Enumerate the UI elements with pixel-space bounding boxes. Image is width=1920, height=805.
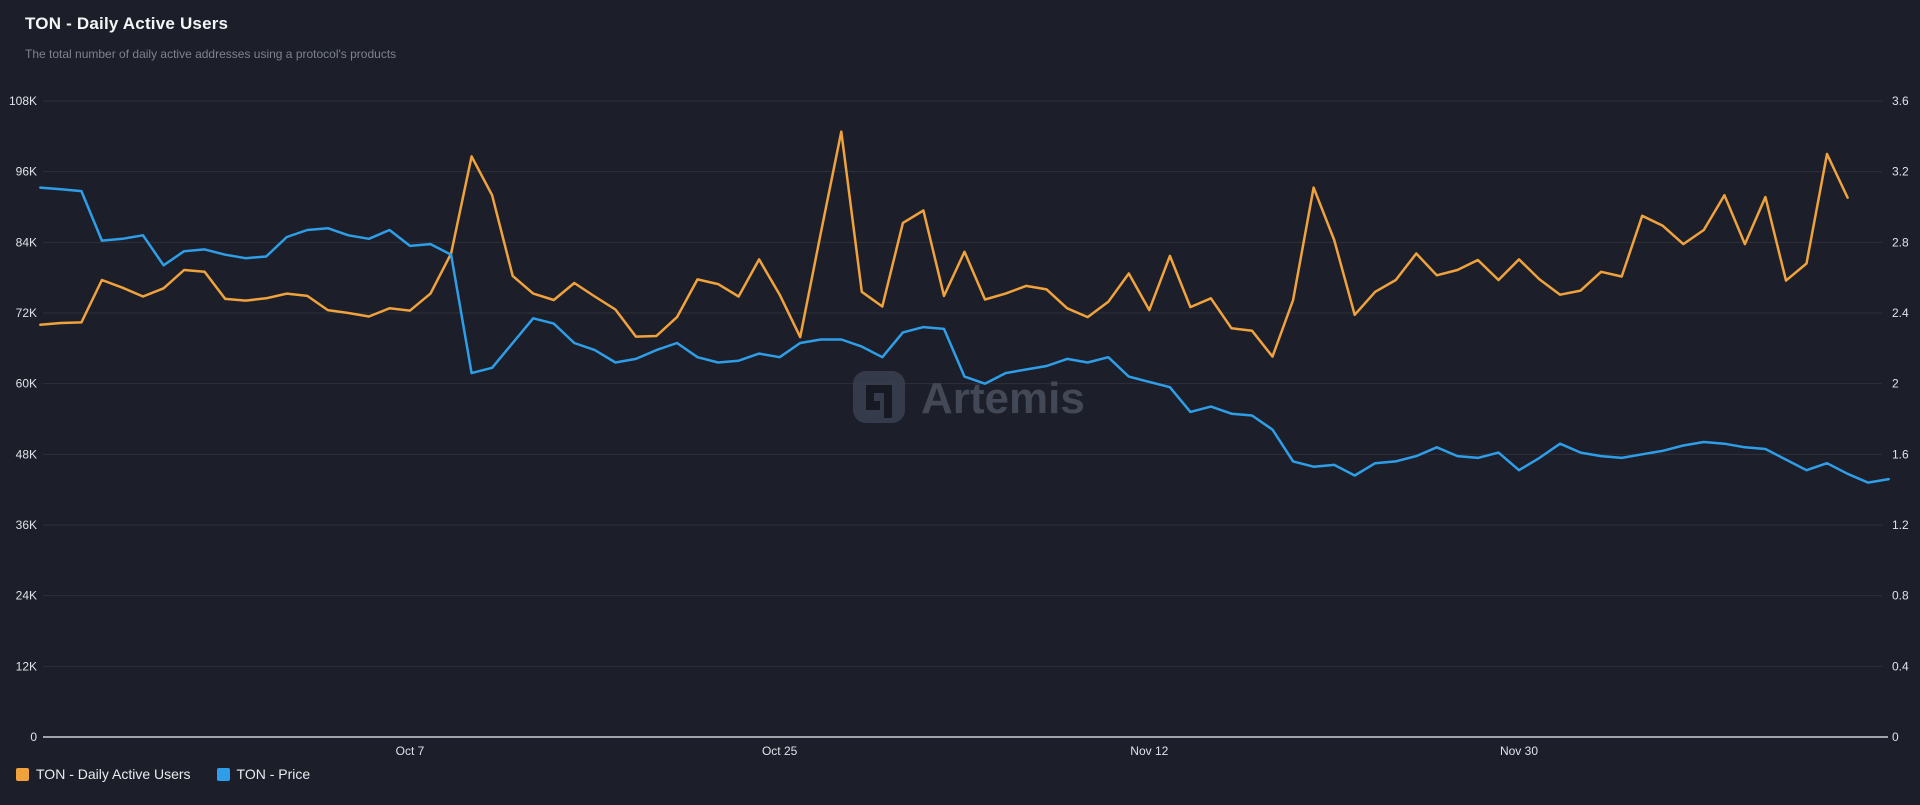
y-axis-tick-right: 2.4 <box>1892 306 1909 320</box>
y-axis-tick-left: 0 <box>30 730 37 744</box>
artemis-logo-glyph <box>874 401 880 410</box>
y-axis-tick-right: 3.2 <box>1892 165 1909 179</box>
y-axis-tick-right: 1.6 <box>1892 447 1909 461</box>
y-axis-tick-left: 60K <box>16 377 37 391</box>
legend-label-dau: TON - Daily Active Users <box>36 766 191 782</box>
artemis-logo-glyph <box>884 393 892 418</box>
artemis-logo-glyph <box>866 393 874 410</box>
y-axis-tick-left: 108K <box>9 94 37 108</box>
chart-subtitle: The total number of daily active address… <box>25 47 397 61</box>
x-axis-tick: Oct 7 <box>396 744 425 758</box>
x-axis-tick: Nov 30 <box>1500 744 1538 758</box>
x-axis-tick: Oct 25 <box>762 744 798 758</box>
chart-header: TON - Daily Active Users The total numbe… <box>25 14 396 61</box>
artemis-logo-icon <box>853 371 905 423</box>
y-axis-tick-right: 0 <box>1892 730 1899 744</box>
artemis-logo-glyph <box>866 385 892 393</box>
y-axis-tick-right: 0.4 <box>1892 659 1909 673</box>
y-axis-tick-left: 12K <box>16 659 37 673</box>
y-axis-tick-right: 3.6 <box>1892 94 1909 108</box>
legend-label-price: TON - Price <box>236 766 311 782</box>
page-title: TON - Daily Active Users <box>25 14 229 33</box>
artemis-watermark: Artemis <box>853 371 1085 423</box>
y-axis-tick-right: 1.2 <box>1892 518 1909 532</box>
x-axis-tick: Nov 12 <box>1130 744 1168 758</box>
y-axis-tick-right: 2.8 <box>1892 235 1909 249</box>
dau-line-series[interactable] <box>39 130 1849 358</box>
y-axis-tick-left: 84K <box>16 235 37 249</box>
y-axis-tick-right: 0.8 <box>1892 589 1909 603</box>
price-line-series[interactable] <box>39 186 1890 484</box>
watermark-text: Artemis <box>921 374 1085 423</box>
dau-series-swatch-icon <box>16 767 29 781</box>
legend-item-dau[interactable]: TON - Daily Active Users <box>16 766 191 782</box>
y-axis-tick-left: 24K <box>16 589 37 603</box>
y-axis-tick-left: 48K <box>16 447 37 461</box>
y-axis-tick-left: 96K <box>16 165 37 179</box>
chart-legend: TON - Daily Active Users TON - Price <box>16 766 310 782</box>
legend-item-price[interactable]: TON - Price <box>216 766 311 782</box>
y-axis-tick-left: 36K <box>16 518 37 532</box>
y-axis-tick-right: 2 <box>1892 377 1899 391</box>
price-series-swatch-icon <box>216 767 230 781</box>
y-axis-tick-left: 72K <box>16 306 37 320</box>
